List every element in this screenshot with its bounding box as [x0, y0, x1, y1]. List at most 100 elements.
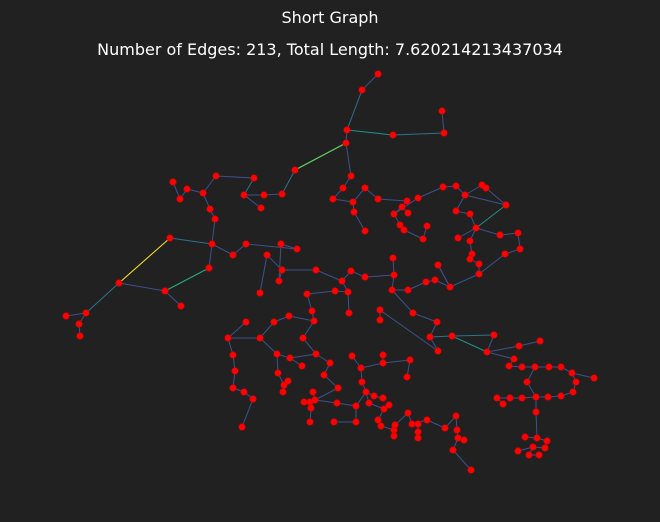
graph-edge — [452, 449, 472, 471]
graph-node — [312, 266, 320, 274]
graph-node — [374, 416, 382, 424]
graph-node — [523, 378, 531, 386]
graph-node — [250, 174, 258, 182]
graph-edge — [360, 362, 384, 369]
graph-node — [472, 224, 480, 232]
graph-node — [446, 283, 454, 291]
graph-node — [205, 264, 213, 272]
graph-node — [590, 374, 598, 382]
graph-node — [273, 350, 281, 358]
graph-node — [572, 378, 580, 386]
graph-node — [389, 131, 397, 139]
graph-node — [370, 392, 378, 400]
graph-node — [249, 395, 257, 403]
graph-node — [404, 286, 412, 294]
graph-node — [483, 348, 491, 356]
graph-node — [229, 351, 237, 359]
graph-node — [502, 201, 510, 209]
graph-edge — [391, 289, 414, 314]
graph-node — [75, 320, 83, 328]
graph-node — [308, 307, 316, 315]
graph-node — [166, 234, 174, 242]
graph-node — [320, 371, 328, 379]
graph-node — [406, 356, 414, 364]
graph-edge — [451, 334, 495, 337]
graph-node — [452, 412, 460, 420]
graph-node — [358, 378, 366, 386]
graph-node — [242, 240, 250, 248]
graph-node — [482, 184, 490, 192]
graph-edge — [211, 243, 234, 256]
graph-edge — [315, 269, 343, 282]
graph-node — [331, 287, 339, 295]
graph-node — [343, 126, 351, 134]
graph-node — [82, 309, 90, 317]
graph-node — [441, 424, 449, 432]
graph-edge — [464, 194, 507, 206]
graph-node — [286, 354, 294, 362]
graph-node — [285, 312, 293, 320]
graph-edge — [486, 351, 515, 360]
graph-node — [536, 337, 544, 345]
graph-edge — [449, 273, 480, 288]
graph-node — [298, 362, 306, 370]
graph-edge — [571, 372, 595, 379]
graph-node — [404, 409, 412, 417]
graph-node — [466, 210, 474, 218]
graph-edge — [208, 243, 213, 269]
graph-node — [362, 388, 370, 396]
graph-edge — [412, 312, 438, 323]
graph-node — [404, 209, 412, 217]
graph-node — [409, 309, 417, 317]
graph-node — [238, 423, 246, 431]
graph-edge — [429, 335, 453, 338]
graph-edge — [118, 237, 171, 284]
graph-node — [342, 139, 350, 147]
graph-node — [414, 434, 422, 442]
graph-node — [326, 359, 334, 367]
graph-node — [557, 363, 565, 371]
graph-node — [433, 318, 441, 326]
graph-node — [330, 418, 338, 426]
graph-node — [499, 400, 507, 408]
graph-edge — [392, 132, 445, 136]
graph-node — [176, 195, 184, 203]
graph-node — [516, 245, 524, 253]
graph-node — [284, 377, 292, 385]
graph-node — [278, 266, 286, 274]
graph-edge — [241, 398, 254, 428]
node-layer — [62, 70, 598, 474]
graph-node — [541, 444, 549, 452]
graph-node — [422, 278, 430, 286]
graph-edge — [485, 187, 507, 206]
graph-node — [256, 334, 264, 342]
graph-edge — [535, 411, 538, 439]
graph-node — [434, 347, 442, 355]
graph-node — [525, 451, 533, 459]
graph-node — [532, 393, 540, 401]
graph-node — [506, 394, 514, 402]
graph-node — [307, 404, 315, 412]
graph-node — [390, 432, 398, 440]
graph-node — [347, 172, 355, 180]
graph-node — [263, 251, 271, 259]
graph-node — [240, 191, 248, 199]
graph-node — [460, 436, 468, 444]
graph-node — [398, 203, 406, 211]
graph-node — [357, 364, 365, 372]
graph-node — [515, 342, 523, 350]
graph-node — [414, 428, 422, 436]
graph-node — [545, 363, 553, 371]
graph-node — [199, 189, 207, 197]
graph-node — [361, 184, 369, 192]
graph-node — [231, 367, 239, 375]
graph-node — [257, 204, 265, 212]
graph-edge — [353, 211, 366, 232]
graph-node — [514, 447, 522, 455]
graph-node — [169, 178, 177, 186]
graph-node — [376, 316, 384, 324]
graph-node — [535, 451, 543, 459]
graph-node — [379, 351, 387, 359]
graph-node — [374, 195, 382, 203]
